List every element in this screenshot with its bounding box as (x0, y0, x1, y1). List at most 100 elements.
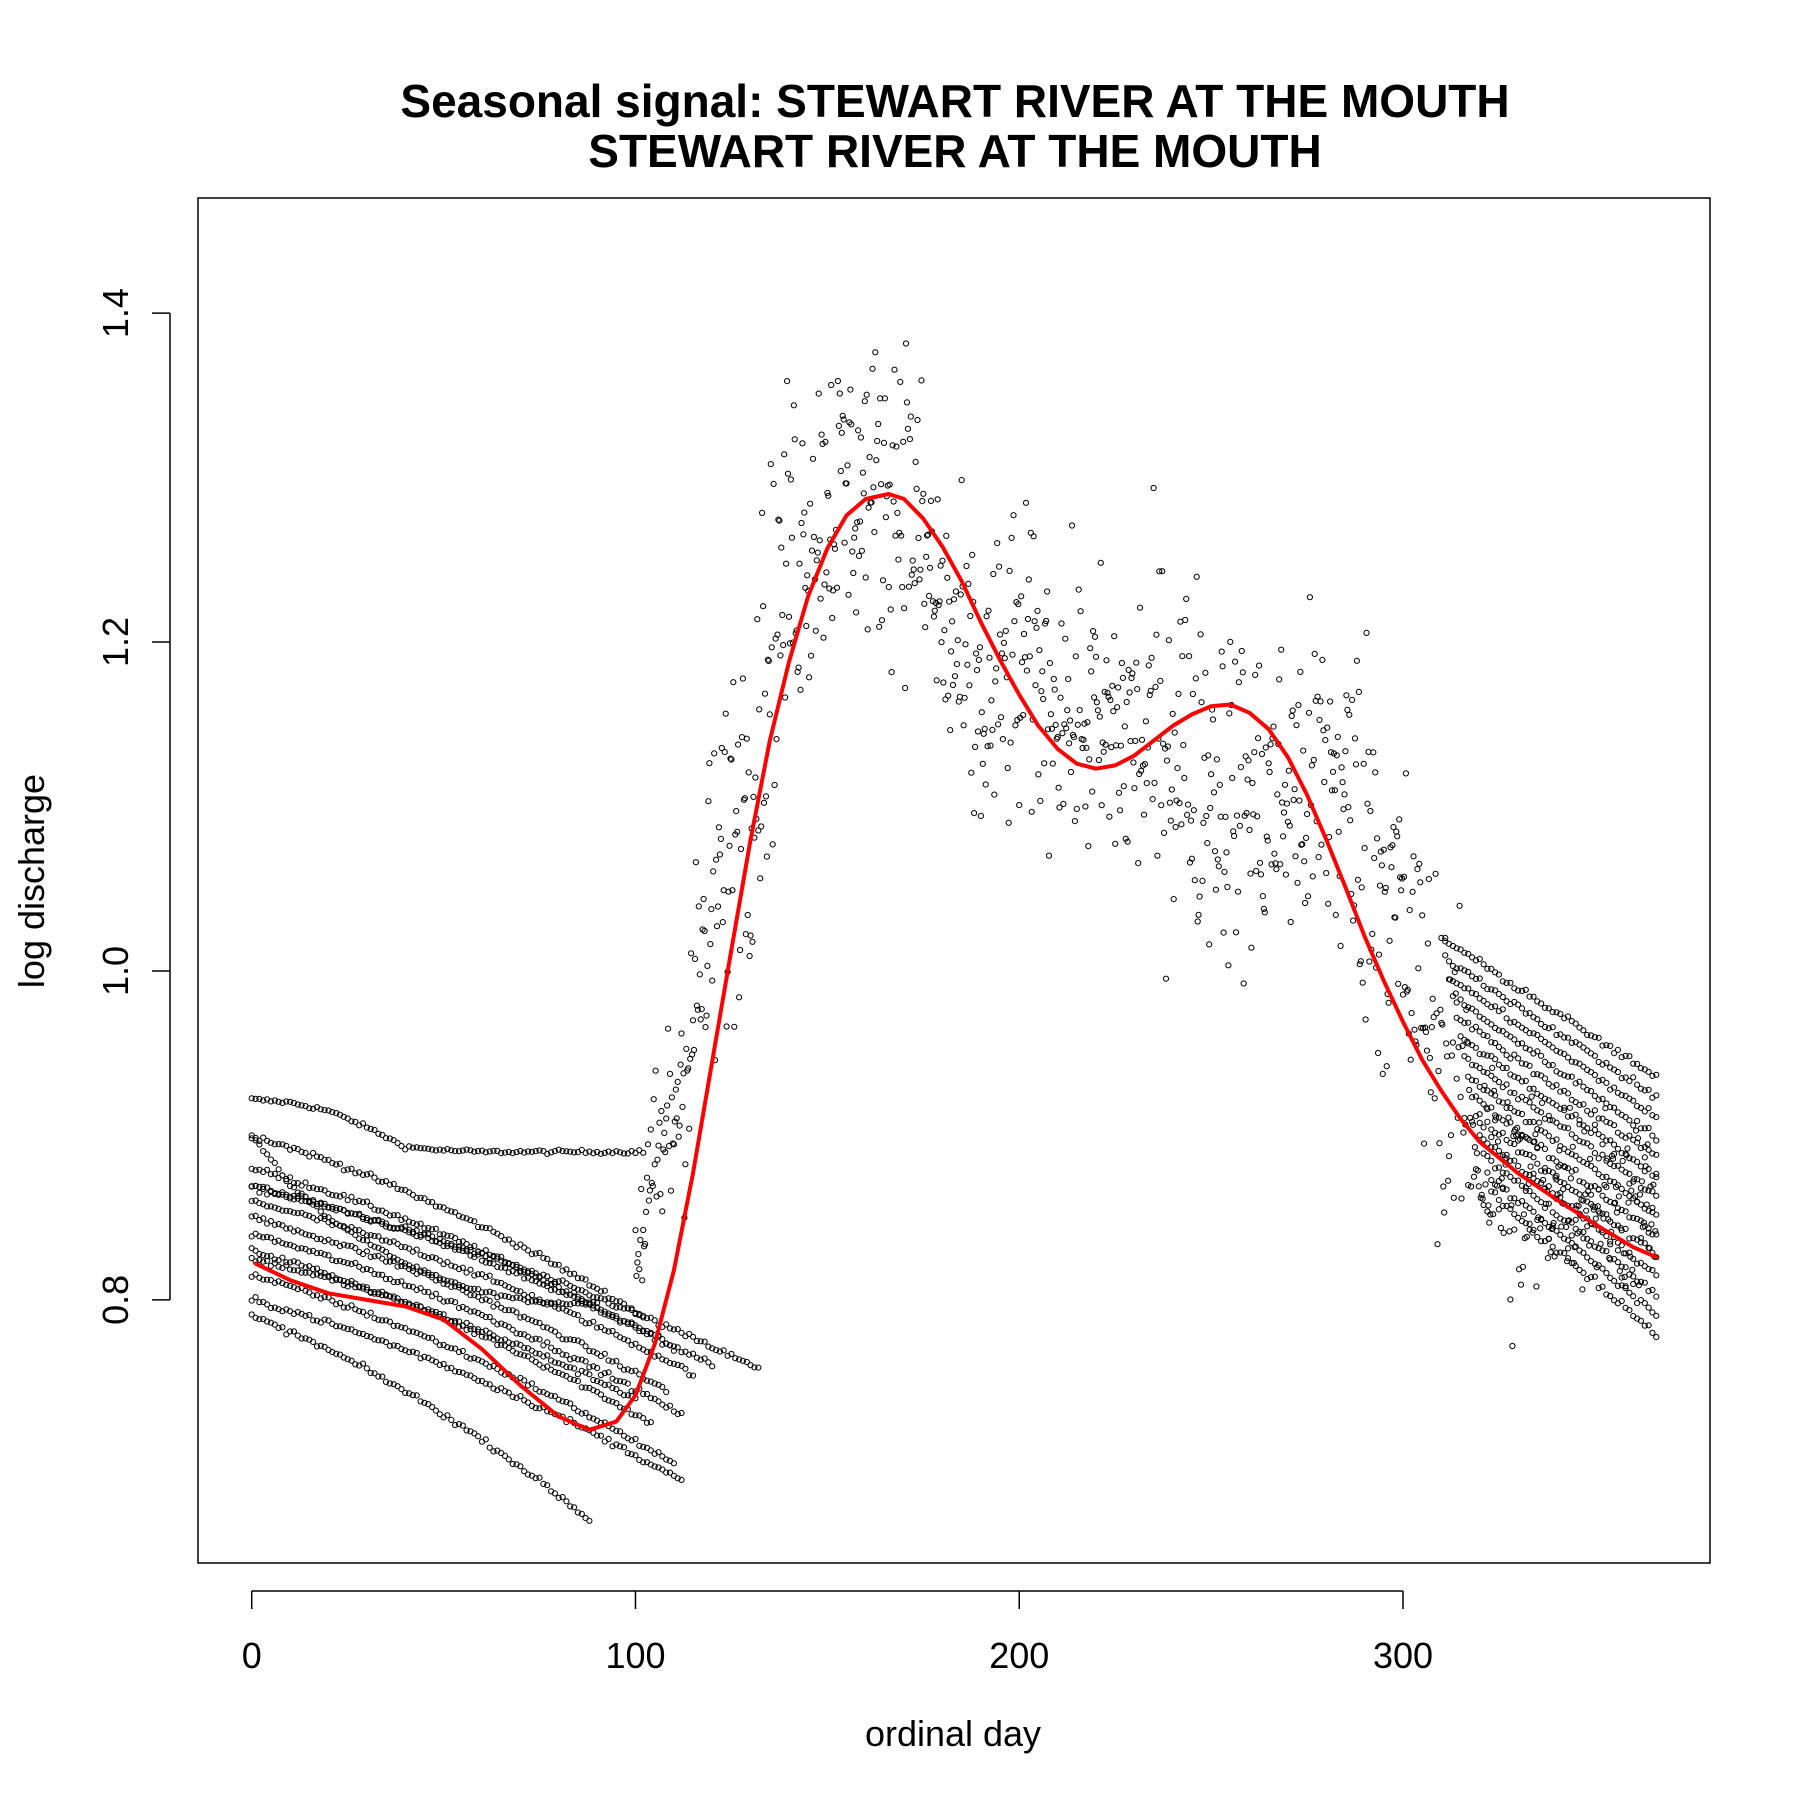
data-point (1580, 1197, 1587, 1204)
data-point (494, 1301, 501, 1308)
data-point (710, 868, 717, 875)
data-point (448, 1297, 455, 1305)
data-point (1527, 1163, 1534, 1170)
data-point (1603, 1248, 1610, 1255)
data-point (613, 1298, 620, 1305)
data-point (1105, 693, 1112, 700)
data-point (1318, 841, 1325, 848)
data-point (1515, 1149, 1522, 1156)
data-point (1438, 934, 1445, 942)
data-point (594, 1304, 601, 1312)
data-point (1567, 1175, 1575, 1182)
data-point (640, 1314, 647, 1321)
data-point (252, 1182, 259, 1190)
data-point (1522, 1077, 1529, 1085)
data-point (980, 730, 987, 737)
data-point (310, 1338, 317, 1346)
data-point (1236, 822, 1244, 829)
data-point (701, 1338, 708, 1345)
data-point (310, 1265, 317, 1273)
data-point (651, 1450, 658, 1457)
data-point (444, 1232, 451, 1239)
data-point (873, 457, 880, 464)
data-point (501, 1264, 509, 1271)
data-point (1044, 726, 1052, 733)
data-point (1192, 675, 1199, 682)
data-point (1400, 873, 1408, 880)
data-point (757, 875, 764, 882)
data-point (271, 1321, 278, 1328)
data-point (617, 1317, 624, 1324)
data-point (1476, 1028, 1483, 1035)
data-point (1010, 512, 1017, 519)
data-point (555, 1396, 562, 1403)
data-point (528, 1251, 536, 1258)
data-point (1587, 1200, 1595, 1208)
data-point (448, 1208, 455, 1215)
data-point (949, 681, 957, 689)
data-point (1500, 1229, 1507, 1237)
data-point (1484, 1033, 1491, 1040)
data-point (448, 1364, 455, 1372)
data-point (1580, 1179, 1587, 1186)
data-point (313, 1250, 321, 1257)
data-point (1469, 1094, 1476, 1101)
data-point (1433, 1010, 1440, 1017)
data-point (1653, 1293, 1660, 1300)
data-point (544, 1283, 551, 1290)
data-point (367, 1125, 374, 1133)
data-point (869, 365, 876, 372)
data-point (1626, 1053, 1633, 1060)
data-point (988, 697, 995, 704)
data-point (1649, 1267, 1656, 1274)
data-point (1424, 940, 1432, 947)
data-point (843, 480, 850, 487)
data-point (333, 1239, 340, 1246)
data-point (471, 1242, 478, 1250)
data-point (925, 531, 932, 538)
data-point (298, 1245, 305, 1252)
data-point (1153, 631, 1160, 638)
data-point (582, 1343, 589, 1350)
data-point (1599, 1174, 1606, 1181)
data-point (524, 1316, 532, 1323)
data-point (731, 1023, 738, 1030)
data-point (1584, 1125, 1591, 1132)
data-point (402, 1389, 409, 1397)
data-point (1522, 1045, 1529, 1052)
data-point (1484, 1153, 1491, 1160)
data-point (413, 1144, 420, 1151)
data-point (643, 1459, 651, 1466)
data-point (1256, 662, 1263, 669)
data-point (1282, 871, 1290, 878)
data-point (833, 584, 841, 591)
data-point (803, 622, 810, 630)
data-point (1626, 1235, 1633, 1242)
data-point (325, 1219, 332, 1226)
data-point (310, 1272, 317, 1279)
data-point (290, 1179, 297, 1187)
data-point (1576, 1266, 1583, 1274)
data-point (1186, 653, 1193, 660)
data-point (1621, 1273, 1628, 1281)
data-point (490, 1278, 497, 1285)
data-point (1545, 1041, 1552, 1048)
data-point (1515, 1137, 1522, 1144)
data-point (812, 627, 819, 634)
data-point (467, 1266, 474, 1273)
data-point (1563, 1223, 1570, 1231)
data-point (718, 744, 725, 752)
data-point (505, 1148, 512, 1156)
data-point (544, 1299, 551, 1306)
data-point (425, 1145, 432, 1152)
data-point (394, 1342, 401, 1350)
data-point (544, 1391, 551, 1398)
data-point (1453, 945, 1460, 952)
data-point (1576, 1078, 1583, 1085)
data-point (283, 1306, 290, 1313)
data-point (1461, 1019, 1468, 1027)
data-point (528, 1148, 536, 1155)
data-point (1607, 1241, 1614, 1248)
data-point (1511, 1090, 1518, 1097)
